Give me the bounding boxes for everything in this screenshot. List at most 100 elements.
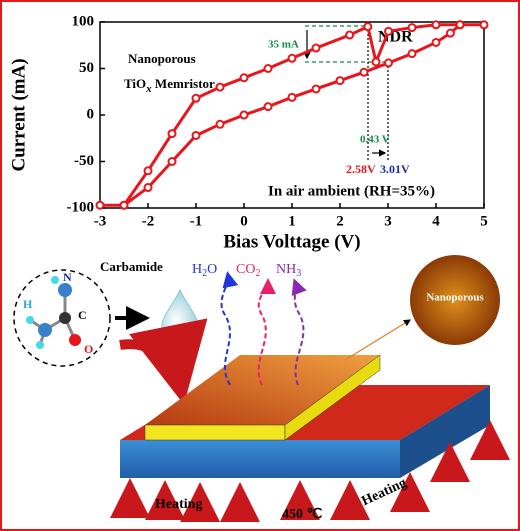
data-point [95, 200, 105, 210]
x-tick-label: -3 [94, 213, 107, 229]
data-point [191, 93, 201, 103]
heating-label: Heating [360, 476, 409, 510]
x-tick-label: 5 [480, 213, 488, 229]
atom-label: C [78, 308, 87, 322]
substrate-side [400, 385, 490, 478]
data-point [143, 183, 153, 193]
annotation: Memristor [152, 76, 215, 91]
data-point [407, 23, 417, 33]
gas-label: H [192, 262, 202, 277]
data-point [239, 73, 249, 83]
gas-label: NH3 [276, 262, 301, 279]
chart: Current (mA) Bias Volttage (V) Nanoporou… [8, 13, 489, 252]
gas-arrow [220, 271, 239, 386]
data-point [167, 157, 177, 166]
temperature-label: 450 ℃ [282, 507, 323, 522]
film-front [144, 424, 286, 441]
data-point [311, 84, 321, 94]
data-point [407, 49, 417, 59]
molecule-circle [13, 269, 111, 367]
y-tick-label: 0 [87, 106, 95, 122]
substrate-front [120, 440, 400, 478]
nanoporous-view [410, 255, 500, 345]
x-tick-label: 3 [384, 213, 392, 229]
data-point [191, 130, 201, 140]
gas-label: 2 [202, 268, 207, 279]
data-point [143, 166, 153, 176]
data-point [239, 110, 249, 120]
data-point [359, 67, 369, 77]
data-point [371, 57, 381, 67]
y-axis-label: Current (mA) [8, 58, 29, 171]
gas-label: NH [276, 262, 296, 277]
x-tick-label: 2 [336, 213, 344, 229]
y-tick-label: -100 [67, 199, 95, 215]
gas-label: O [207, 262, 217, 277]
film-side [284, 354, 381, 441]
data-point [431, 20, 441, 30]
annotation: Nanoporous [128, 51, 196, 66]
x-tick-label: 0 [240, 213, 248, 229]
data-point [479, 20, 489, 30]
diagram: N H C O Carbamide Nanoporous H2O CO2 NH3 [13, 255, 510, 522]
atom [58, 283, 72, 297]
x-tick-label: -2 [142, 213, 155, 229]
data-point [311, 43, 321, 53]
data-point [431, 37, 441, 47]
atom-label: H [23, 297, 33, 311]
data-point [215, 82, 225, 92]
zoom-arrow [344, 319, 412, 361]
atom [26, 316, 34, 324]
gas-arrow [291, 278, 307, 386]
gas-label: CO2 [236, 262, 260, 279]
x-axis-label: Bias Volttage (V) [223, 231, 360, 252]
annotation: In air ambient (RH=35%) [268, 183, 435, 199]
carbamide-label: Carbamide [100, 259, 163, 274]
gas-arrow [257, 278, 276, 386]
molecule [26, 276, 81, 349]
data-point [445, 28, 455, 38]
annotation: 35 mA [268, 39, 299, 51]
data-point [263, 64, 273, 73]
droplet [161, 288, 199, 342]
x-tick-label: 1 [288, 213, 296, 229]
atom-label: O [84, 342, 93, 356]
annotation: TiO [124, 76, 146, 91]
atom-label: N [63, 270, 72, 284]
data-point [363, 22, 373, 32]
curved-arrow [119, 318, 208, 405]
data-point [455, 20, 465, 30]
data-point [287, 92, 297, 102]
x-tick-label: 4 [432, 213, 440, 229]
annotation: 3.01V [380, 162, 410, 176]
heating-label: Heating [155, 497, 202, 512]
annotation: 2.58V [346, 162, 376, 176]
data-point [335, 76, 345, 86]
data-point [345, 30, 355, 40]
annotation: x [145, 83, 152, 95]
atom [59, 312, 71, 324]
gas-label: 2 [255, 268, 260, 279]
data-point [119, 200, 129, 210]
data-point [383, 58, 393, 68]
data-point [287, 53, 297, 63]
gas-label: H2O [192, 262, 217, 279]
atom [38, 323, 52, 337]
data-point [383, 26, 393, 36]
data-point [215, 119, 225, 129]
atom [51, 276, 59, 284]
x-tick-label: -1 [190, 213, 203, 229]
atom [36, 341, 44, 349]
data-point [167, 129, 177, 139]
film-top [145, 355, 380, 425]
atom [69, 334, 81, 346]
y-tick-label: 100 [72, 13, 95, 29]
y-tick-label: -50 [74, 153, 94, 169]
gas-label: CO [236, 262, 255, 277]
annotation: 0.43 V [360, 134, 390, 146]
data-point [263, 102, 273, 112]
y-tick-label: 50 [79, 60, 94, 76]
gas-label: 3 [296, 268, 301, 279]
